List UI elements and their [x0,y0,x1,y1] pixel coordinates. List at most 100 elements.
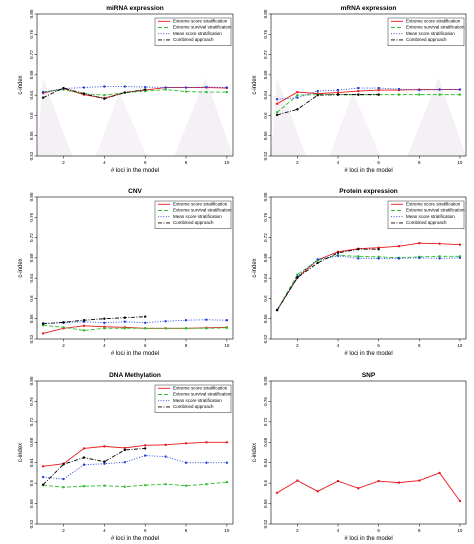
chart-panel-4: Protein expression 0.52 0.56 0.6 0.64 0.68 0.7… [252,188,467,357]
data-point [82,86,86,89]
data-point [438,93,441,96]
y-tick-label: 0.52 [29,334,34,343]
data-point [458,243,462,246]
data-point [377,479,380,483]
legend-label: Extreme survival stratification [173,25,232,30]
data-point [316,93,319,97]
y-tick-label: 0.72 [29,233,34,242]
data-point [357,248,360,251]
shade-left [271,77,307,156]
y-tick-label: 0.76 [263,212,268,221]
y-tick-label: 0.68 [263,253,268,262]
x-tick-label: 10 [224,343,230,348]
legend-box [387,17,465,46]
data-point [103,97,106,100]
data-point [296,90,299,94]
legend-label: Extreme score stratification [173,202,228,207]
data-point [144,483,147,487]
legend-label: Mean score stratification [406,214,455,219]
data-point [316,261,319,265]
x-tick-label: 2 [296,343,299,348]
series-line-3 [43,319,227,324]
legend-label: Mean score stratification [173,398,222,403]
data-point [296,273,299,276]
series-line-2 [43,481,227,488]
y-tick-label: 0.68 [263,70,268,79]
x-tick-label: 8 [185,528,188,533]
x-tick-label: 10 [457,528,463,533]
data-point [123,91,126,94]
data-point [205,327,208,330]
y-tick-label: 0.80 [263,192,268,201]
x-tick-label: 2 [62,160,65,165]
y-axis-label: c-index [18,75,24,94]
legend-box [387,200,465,229]
data-point [418,93,421,96]
data-point [103,93,106,97]
y-tick-label: 0.64 [263,90,268,99]
y-tick-label: 0.56 [29,314,34,323]
chart-title: Protein expression [339,188,398,195]
y-tick-label: 0.56 [263,499,268,508]
data-point [336,88,340,92]
data-point [41,332,45,335]
data-point [275,491,279,495]
legend-box [154,200,232,229]
legend-label: Combined approach [173,220,214,225]
series-line-1 [43,325,227,334]
data-point [205,441,208,444]
data-point [123,448,126,452]
data-point [377,86,380,90]
data-point [418,241,421,245]
data-point [296,93,299,97]
data-point [82,329,86,332]
data-point [144,85,147,89]
x-axis-label: # loci in the model [344,536,392,542]
data-point [164,88,167,91]
plot-frame [36,196,234,340]
x-tick-label: 2 [62,343,65,348]
data-point [41,90,45,94]
data-point [103,85,106,88]
data-point [123,485,126,488]
legend-label: Extreme survival stratification [173,392,232,397]
y-tick-label: 0.72 [263,233,268,242]
data-point [458,88,462,91]
data-point [123,461,126,464]
x-tick-label: 8 [418,343,421,348]
y-tick-label: 0.68 [263,437,268,446]
y-tick-label: 0.64 [29,458,34,467]
x-tick-label: 2 [62,528,65,533]
x-tick-label: 6 [144,343,147,348]
shade-right [407,77,466,156]
data-point [62,486,65,489]
y-tick-label: 0.80 [29,9,34,18]
x-tick-label: 6 [377,528,380,533]
series-line-1 [43,441,227,467]
data-point [225,441,229,444]
data-point [62,321,65,324]
y-tick-label: 0.76 [29,397,34,406]
data-point [316,490,319,493]
chart-panel-3: CNV 0.52 0.56 0.6 0.64 0.68 0.72 0.76 0.80 2 4 6 8 10… [18,188,234,357]
x-tick-label: 4 [103,528,106,533]
data-point [418,256,421,260]
data-point [225,86,229,89]
y-tick-label: 0.56 [263,131,268,140]
series-line-2 [43,324,227,331]
plot-frame [270,380,467,525]
data-point [418,479,421,482]
data-point [164,455,167,458]
data-point [377,257,380,260]
y-tick-label: 0.72 [263,417,268,426]
legend-label: Extreme score stratification [406,19,461,24]
y-axis-label: c-index [252,75,258,94]
legend-label: Mean score stratification [173,214,222,219]
data-point [144,315,147,318]
series-line-4 [42,87,146,100]
legend-box [154,384,232,413]
data-point [225,90,229,94]
data-point [357,255,360,258]
x-tick-label: 8 [185,160,188,165]
